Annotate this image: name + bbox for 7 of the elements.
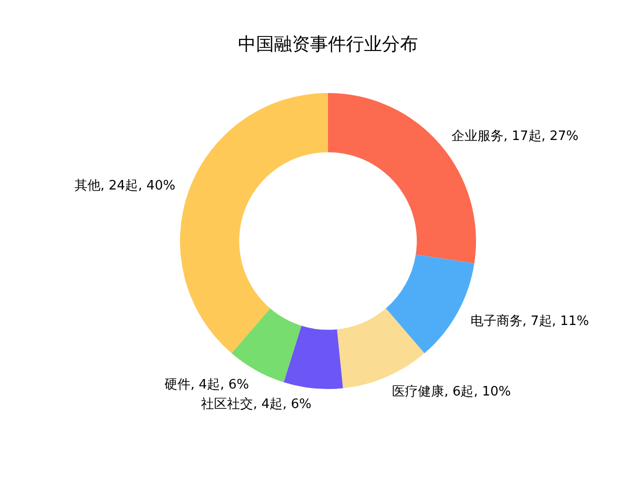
slice-label: 硬件, 4起, 6%: [164, 377, 249, 392]
slice-label: 企业服务, 17起, 27%: [452, 128, 578, 144]
slice-label: 医疗健康, 6起, 10%: [392, 384, 511, 400]
chart-title: 中国融资事件行业分布: [238, 34, 418, 55]
slice-label: 电子商务, 7起, 11%: [470, 314, 590, 330]
slice-label: 社区社交, 4起, 6%: [201, 396, 312, 412]
slice-label: 其他, 24起, 40%: [74, 178, 176, 194]
